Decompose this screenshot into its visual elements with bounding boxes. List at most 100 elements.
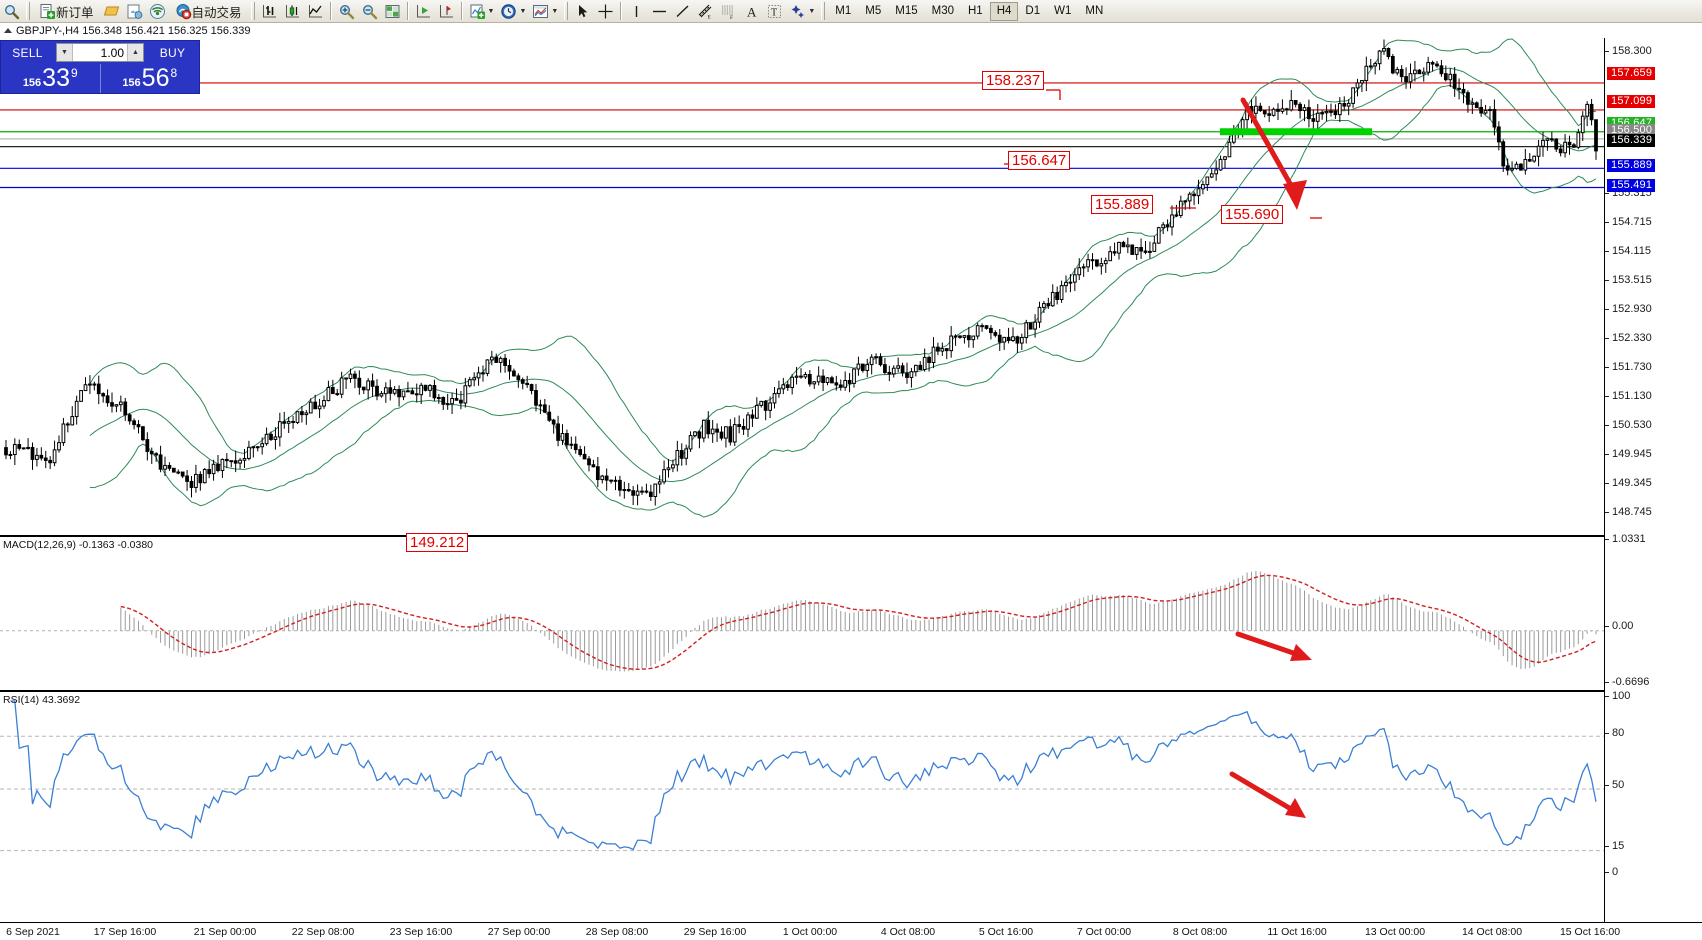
auto-scroll-icon[interactable] [436,1,457,22]
buy-price-point: 8 [170,66,178,80]
zoom-out-icon[interactable] [359,1,380,22]
buy-price[interactable]: 156 56 8 [99,64,200,93]
rsi-axis-tick: 100 [1605,690,1630,702]
time-axis-label: 1 Oct 00:00 [782,926,838,938]
signal-icon[interactable] [147,1,168,22]
price-plot [0,38,1604,518]
crosshair-icon[interactable] [595,1,616,22]
price-axis-chip: 156.339 [1607,134,1656,147]
collapse-triangle-icon[interactable] [4,28,12,33]
candlestick-icon[interactable] [282,1,303,22]
volume-increment-button[interactable]: ▲ [127,44,143,61]
search-icon[interactable] [1,1,22,22]
rsi-label: RSI(14) 43.3692 [3,694,81,706]
sell-price-main: 33 [42,64,70,92]
timeframe-m30[interactable]: M30 [931,5,954,17]
price-axis-tick: 153.515 [1605,274,1652,286]
auto-trading-label: 自动交易 [191,4,242,20]
timeframe-h1[interactable]: H1 [968,5,983,17]
auto-trading-button[interactable]: 自动交易 [170,1,247,22]
price-axis-tick: 149.945 [1605,448,1652,460]
trendline-icon[interactable] [672,1,693,22]
text-icon[interactable]: A [741,1,762,22]
label-155-889[interactable]: 155.889 [1091,195,1154,214]
toolbar-grip-4[interactable] [821,2,826,20]
vline-icon[interactable] [626,1,647,22]
shapes-button[interactable]: ▼ [787,1,817,22]
zoom-in-icon[interactable] [336,1,357,22]
templates-button[interactable]: ▼ [530,1,560,22]
price-pane[interactable] [0,38,1702,535]
chevron-down-icon[interactable]: ▼ [487,7,495,15]
svg-text:T: T [771,7,777,18]
toolbar-grip-3[interactable] [564,2,569,20]
bar-chart-icon[interactable] [259,1,280,22]
macd-axis-tick: -0.6696 [1605,676,1649,688]
timeframe-h4[interactable]: H4 [989,1,1019,21]
time-axis-label: 14 Oct 08:00 [1461,926,1523,938]
timeframe-m15[interactable]: M15 [895,5,918,17]
chevron-down-icon[interactable]: ▼ [519,7,527,15]
time-axis-label: 29 Sep 16:00 [683,926,747,938]
price-axis-tick: 154.115 [1605,245,1651,257]
symbol-ohlc-text: GBPJPY-,H4 156.348 156.421 156.325 156.3… [16,24,251,37]
period-button[interactable]: ▼ [498,1,528,22]
time-axis-label: 6 Sep 2021 [6,926,60,938]
autotrading-icon [175,3,192,20]
shapes-icon [789,3,806,20]
toolbar-separator-1 [329,2,332,20]
label-149-212[interactable]: 149.212 [406,533,469,552]
sell-price[interactable]: 156 33 9 [1,64,100,93]
fibonacci-icon[interactable]: F [718,1,739,22]
volume-input[interactable]: 1.00 [100,45,124,60]
label-158-237[interactable]: 158.237 [982,71,1045,90]
line-chart-icon[interactable] [305,1,326,22]
volume-decrement-button[interactable]: ▼ [57,44,73,61]
price-axis-chip: 155.491 [1607,179,1656,192]
chart-shift-icon[interactable] [413,1,434,22]
folder-icon[interactable] [101,1,122,22]
timeframe-mn[interactable]: MN [1085,5,1104,17]
label-156-647[interactable]: 156.647 [1008,151,1071,170]
timeframe-w1[interactable]: W1 [1054,5,1072,17]
price-axis-chip: 155.889 [1607,159,1656,172]
price-axis[interactable]: 158.300 155.315 154.715 154.115 153.515 152.9… [1604,38,1702,922]
volume-stepper[interactable]: ▼ 1.00 ▲ [56,43,144,62]
toolbar-grip-2[interactable] [250,2,255,20]
indicators-button[interactable]: ▼ [467,1,497,22]
time-axis[interactable]: 6 Sep 2021 17 Sep 16:00 21 Sep 00:00 22 Sep… [0,922,1702,940]
templates-icon [532,3,549,20]
trade-panel-top-row: SELL ▼ 1.00 ▲ BUY [1,41,199,64]
time-axis-label: 7 Oct 00:00 [1076,926,1132,938]
text-label-icon[interactable]: T [764,1,785,22]
rsi-pane[interactable]: RSI(14) 43.3692 [0,690,1702,922]
tile-windows-icon[interactable] [382,1,403,22]
chevron-down-icon[interactable]: ▼ [551,7,559,15]
chart-area[interactable]: MACD(12,26,9) -0.1363 -0.0380 RSI(14) 43… [0,38,1702,922]
price-axis-tick: 151.130 [1605,390,1652,402]
equidistant-channel-icon[interactable]: E [695,1,716,22]
rsi-axis-tick: 80 [1605,727,1624,739]
price-axis-tick: 148.745 [1605,506,1652,518]
sell-button[interactable]: SELL [12,45,43,60]
toolbar-grip-1[interactable] [26,2,30,20]
time-axis-label: 4 Oct 08:00 [880,926,936,938]
time-axis-label: 22 Sep 08:00 [291,926,355,938]
timeframe-m1[interactable]: M1 [835,5,852,17]
macd-pane[interactable]: MACD(12,26,9) -0.1363 -0.0380 [0,535,1702,690]
symbol-info-bar: GBPJPY-,H4 156.348 156.421 156.325 156.3… [0,23,1702,38]
timeframe-m5[interactable]: M5 [865,5,882,17]
hline-icon[interactable] [649,1,670,22]
new-order-button[interactable]: 新订单 [34,1,99,22]
chevron-down-icon[interactable]: ▼ [808,7,816,15]
cursor-icon[interactable] [572,1,593,22]
macd-label: MACD(12,26,9) -0.1363 -0.0380 [3,539,153,551]
rsi-axis-tick: 0 [1605,866,1618,878]
label-155-690[interactable]: 155.690 [1221,205,1284,224]
toolbar-separator-4 [620,2,623,20]
cloud-icon[interactable] [124,1,145,22]
timeframe-d1[interactable]: D1 [1025,5,1041,17]
sell-price-prefix: 156 [22,77,42,89]
buy-button[interactable]: BUY [159,45,186,60]
one-click-trading-panel[interactable]: SELL ▼ 1.00 ▲ BUY 156 33 9 156 56 8 [0,40,200,94]
